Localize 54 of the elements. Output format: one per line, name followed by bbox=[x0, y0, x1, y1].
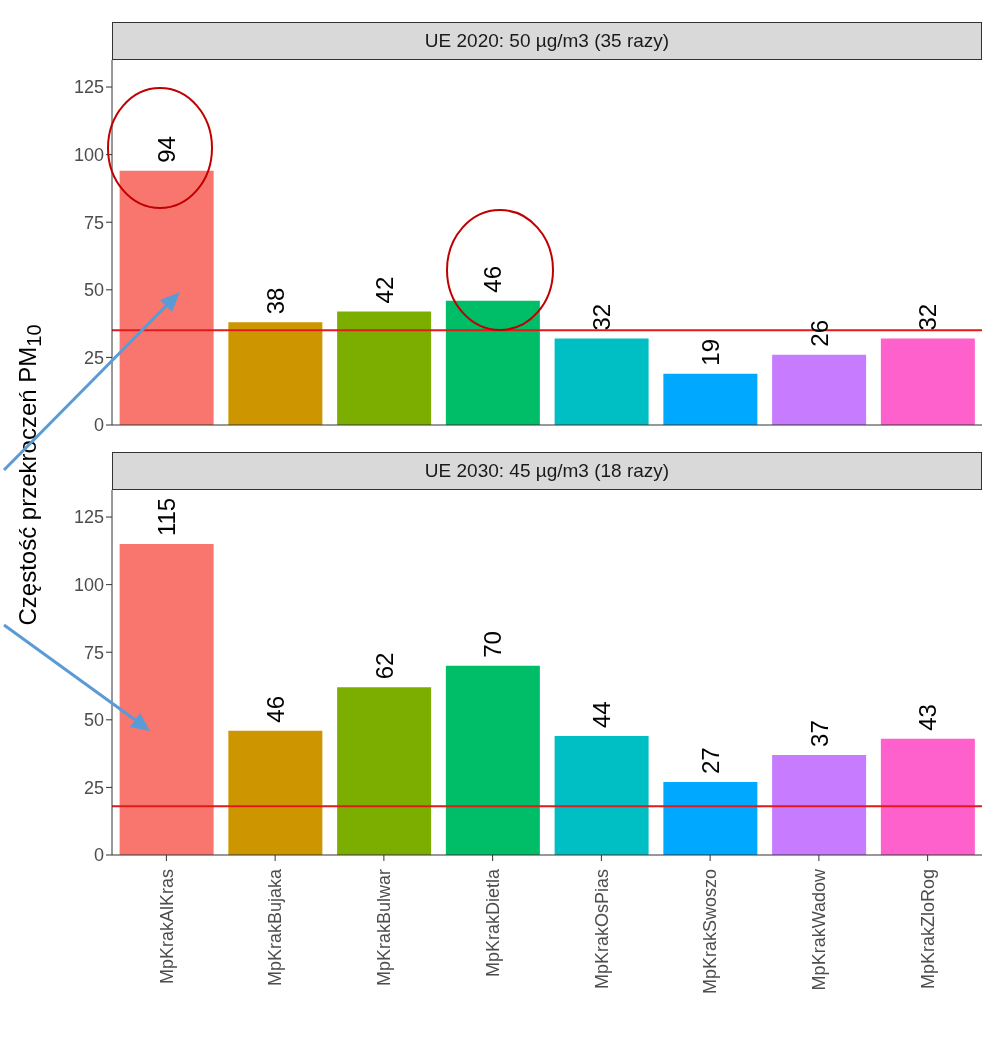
y-tick-label: 0 bbox=[93, 415, 104, 436]
bar bbox=[880, 338, 975, 425]
y-tick-label: 75 bbox=[83, 642, 104, 663]
y-tick-label: 125 bbox=[73, 507, 104, 528]
data-label: 44 bbox=[588, 701, 616, 729]
bar bbox=[554, 736, 649, 855]
x-tick-label: MpKrakAlKras bbox=[156, 869, 177, 985]
x-tick-label: MpKrakBujaka bbox=[265, 868, 286, 987]
y-tick-label: 50 bbox=[83, 280, 104, 301]
y-tick-label: 100 bbox=[73, 145, 104, 166]
y-tick-label: 0 bbox=[93, 845, 104, 866]
bar bbox=[772, 354, 867, 425]
bar bbox=[445, 300, 540, 425]
x-tick-label: MpKrakDietla bbox=[482, 868, 503, 978]
y-tick-label: 25 bbox=[83, 777, 104, 798]
bar bbox=[663, 782, 758, 855]
bar bbox=[880, 738, 975, 855]
data-label: 46 bbox=[261, 695, 289, 723]
y-tick-label: 100 bbox=[73, 575, 104, 596]
data-label: 94 bbox=[153, 136, 181, 163]
bar bbox=[228, 322, 323, 425]
x-tick-label: MpKrakOsPias bbox=[591, 869, 612, 990]
data-label: 32 bbox=[588, 303, 616, 331]
bar bbox=[554, 338, 649, 425]
y-tick-label: 75 bbox=[83, 212, 104, 233]
y-tick-label: 50 bbox=[83, 710, 104, 731]
data-label: 27 bbox=[696, 747, 724, 774]
data-label: 70 bbox=[479, 631, 507, 658]
chart-title: UE 2020: 50 µg/m3 (35 razy) bbox=[112, 22, 982, 60]
data-label: 37 bbox=[805, 720, 833, 747]
bar bbox=[337, 311, 432, 425]
bar bbox=[228, 730, 323, 855]
bar bbox=[119, 170, 214, 425]
bar bbox=[445, 665, 540, 855]
bar bbox=[119, 544, 214, 855]
bar bbox=[772, 754, 867, 855]
x-tick-label: MpKrakSwoszo bbox=[700, 869, 721, 995]
data-label: 115 bbox=[153, 497, 181, 537]
data-label: 43 bbox=[914, 704, 942, 731]
data-label: 62 bbox=[370, 652, 398, 680]
data-label: 42 bbox=[370, 276, 398, 304]
x-tick-label: MpKrakZloRog bbox=[917, 869, 938, 990]
data-label: 26 bbox=[805, 320, 833, 347]
data-label: 19 bbox=[696, 338, 724, 366]
data-label: 38 bbox=[261, 287, 289, 315]
data-label: 32 bbox=[914, 303, 942, 331]
y-tick-label: 125 bbox=[73, 77, 104, 98]
bar bbox=[663, 373, 758, 425]
x-tick-label: MpKrakWadow bbox=[809, 868, 830, 991]
chart-title: UE 2030: 45 µg/m3 (18 razy) bbox=[112, 452, 982, 490]
x-tick-label: MpKrakBulwar bbox=[374, 869, 395, 987]
data-label: 46 bbox=[479, 265, 507, 293]
y-tick-label: 25 bbox=[83, 347, 104, 368]
bar bbox=[337, 687, 432, 855]
